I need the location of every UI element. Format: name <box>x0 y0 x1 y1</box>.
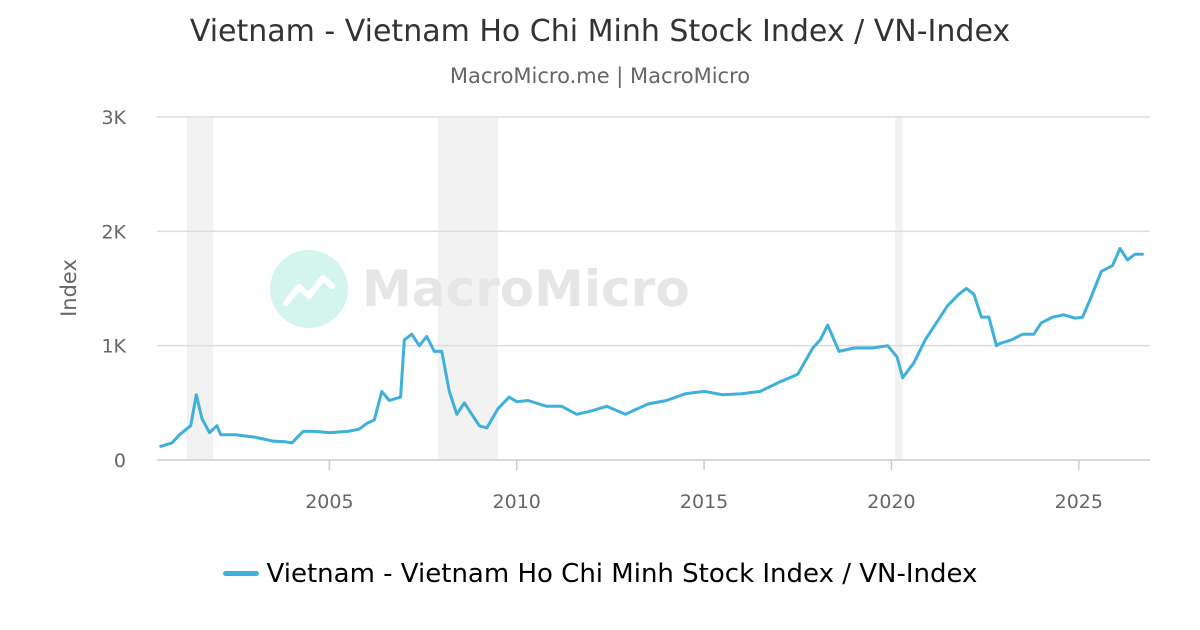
legend-item[interactable]: Vietnam - Vietnam Ho Chi Minh Stock Inde… <box>222 558 978 589</box>
x-tick-label: 2020 <box>867 491 915 513</box>
x-tick-label: 2015 <box>680 491 728 513</box>
series-line-0 <box>159 247 1144 448</box>
legend-swatch <box>222 571 259 576</box>
watermark-logo-icon <box>270 250 348 328</box>
y-tick-label: 1K <box>101 336 126 358</box>
x-axis-ticks: 2005 2010 2015 2020 2025 <box>305 460 1103 513</box>
y-axis-label: Index <box>57 259 81 317</box>
y-tick-label: 0 <box>114 450 126 472</box>
y-tick-label: 2K <box>101 221 126 243</box>
recession-shade-0 <box>186 117 214 460</box>
x-tick-label: 2005 <box>305 491 353 513</box>
x-tick-label: 2025 <box>1055 491 1103 513</box>
watermark-logo-line <box>283 275 335 306</box>
watermark-text: MacroMicro <box>362 260 690 318</box>
chart-title: Vietnam - Vietnam Ho Chi Minh Stock Inde… <box>189 14 1011 49</box>
chart-subtitle: MacroMicro.me | MacroMicro <box>449 64 751 88</box>
x-tick-label: 2010 <box>493 491 541 513</box>
y-axis-ticks: 0 1K 2K 3K <box>101 107 126 472</box>
watermark: MacroMicro <box>270 250 690 328</box>
shaded-periods <box>186 117 903 460</box>
y-tick-label: 3K <box>101 107 126 129</box>
legend: Vietnam - Vietnam Ho Chi Minh Stock Inde… <box>0 553 1200 589</box>
recession-shade-2 <box>895 117 903 460</box>
recession-shade-1 <box>438 117 498 460</box>
legend-label: Vietnam - Vietnam Ho Chi Minh Stock Inde… <box>266 558 978 589</box>
grid-lines <box>157 116 1150 461</box>
series-group <box>159 247 1144 448</box>
